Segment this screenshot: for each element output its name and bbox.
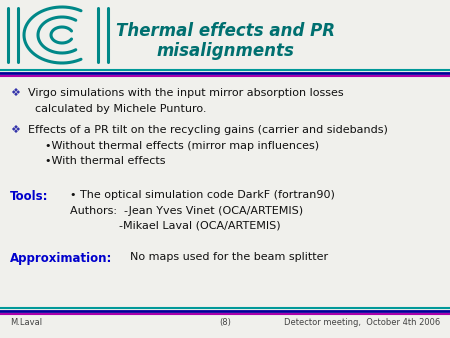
Text: ❖: ❖ xyxy=(10,88,20,98)
Text: misalignments: misalignments xyxy=(156,42,294,60)
Text: -Mikael Laval (OCA/ARTEMIS): -Mikael Laval (OCA/ARTEMIS) xyxy=(70,221,281,231)
Text: ❖: ❖ xyxy=(10,125,20,135)
Text: (8): (8) xyxy=(219,318,231,327)
Text: • The optical simulation code DarkF (fortran90): • The optical simulation code DarkF (for… xyxy=(70,190,335,200)
Text: Tools:: Tools: xyxy=(10,190,49,203)
Text: •Without thermal effects (mirror map influences): •Without thermal effects (mirror map inf… xyxy=(45,141,319,151)
Text: •With thermal effects: •With thermal effects xyxy=(45,156,166,166)
Text: Detector meeting,  October 4th 2006: Detector meeting, October 4th 2006 xyxy=(284,318,440,327)
Text: Authors:  -Jean Yves Vinet (OCA/ARTEMIS): Authors: -Jean Yves Vinet (OCA/ARTEMIS) xyxy=(70,206,303,216)
Text: Thermal effects and PR: Thermal effects and PR xyxy=(116,22,334,40)
Text: Virgo simulations with the input mirror absorption losses: Virgo simulations with the input mirror … xyxy=(28,88,344,98)
Text: Approximation:: Approximation: xyxy=(10,252,112,265)
Text: calculated by Michele Punturo.: calculated by Michele Punturo. xyxy=(28,104,207,114)
Text: Effects of a PR tilt on the recycling gains (carrier and sidebands): Effects of a PR tilt on the recycling ga… xyxy=(28,125,388,135)
Text: M.Laval: M.Laval xyxy=(10,318,42,327)
Text: No maps used for the beam splitter: No maps used for the beam splitter xyxy=(130,252,328,262)
